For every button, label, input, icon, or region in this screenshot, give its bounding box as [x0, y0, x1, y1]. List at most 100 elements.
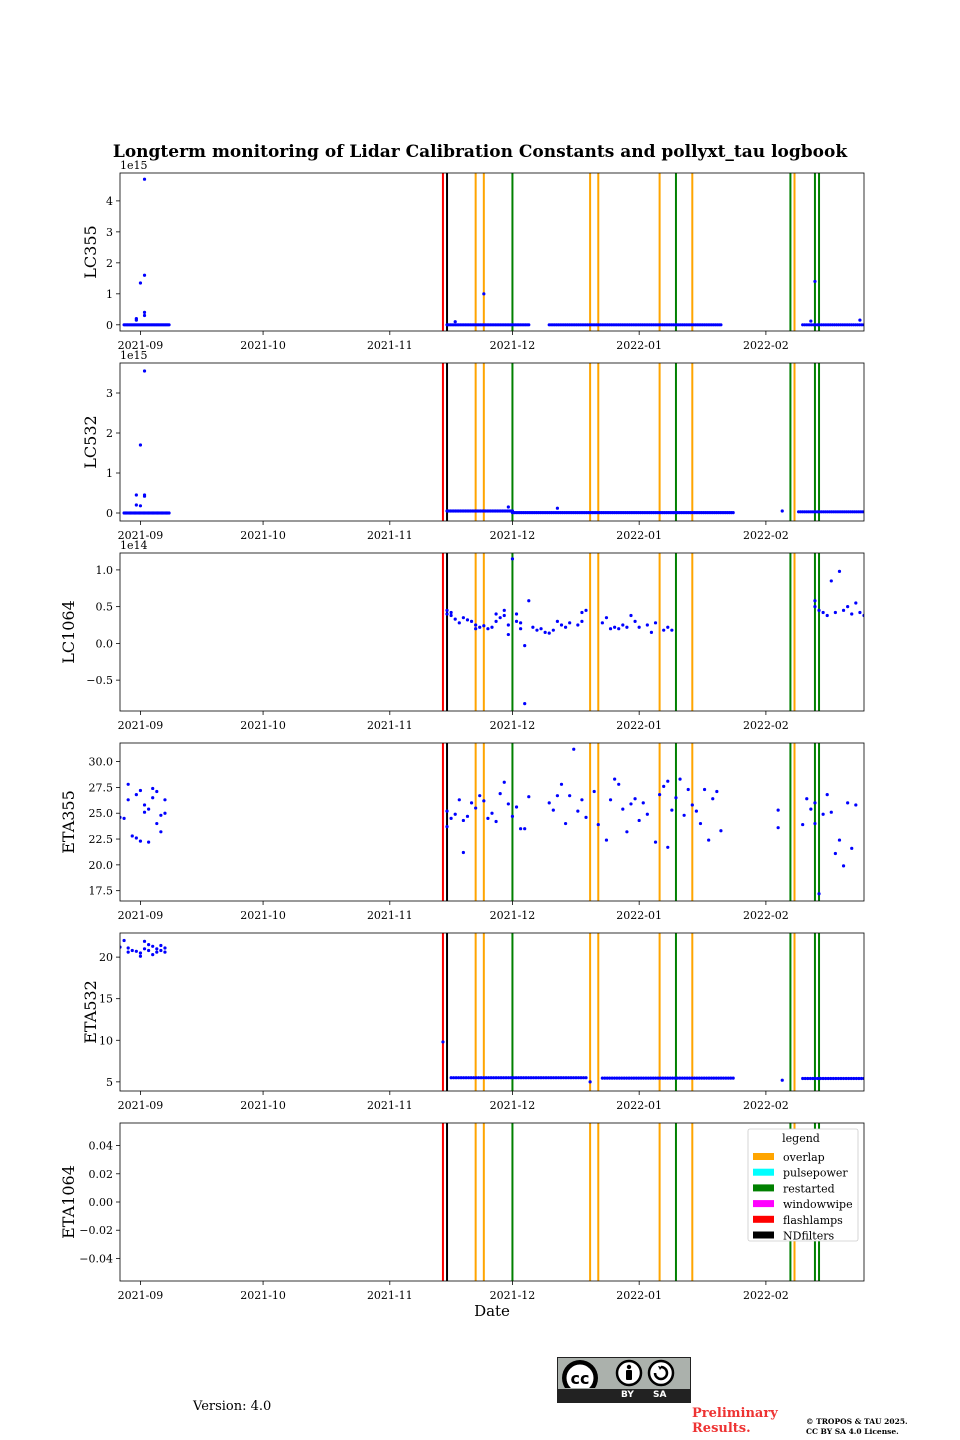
data-point: [670, 808, 674, 812]
data-point: [155, 950, 159, 954]
panel-lc532: 0 1 2 3 2021-09 2021-10 2021-11 2021-12 2022-01 2…: [81, 349, 865, 542]
data-point: [615, 1076, 619, 1080]
data-point: [569, 1076, 573, 1080]
data-point: [494, 819, 498, 824]
data-point: [151, 786, 155, 791]
data-point: [551, 628, 555, 632]
x-tick-label: 2022-01: [616, 909, 662, 922]
y-axis-label: LC355: [81, 225, 100, 278]
data-point: [697, 1076, 701, 1080]
data-point: [649, 1076, 653, 1080]
data-point: [155, 821, 159, 826]
data-point: [498, 616, 502, 620]
data-point: [621, 807, 625, 811]
data-point: [534, 1076, 538, 1080]
data-point: [833, 610, 837, 615]
data-point: [551, 808, 555, 812]
data-point: [776, 826, 780, 830]
x-tick-label: 2022-02: [743, 339, 789, 352]
data-point: [813, 821, 817, 826]
data-point: [138, 954, 143, 958]
data-point: [690, 1076, 694, 1080]
axes-frame: [119, 552, 865, 712]
data-point: [142, 494, 147, 498]
data-point: [510, 814, 515, 818]
x-tick-label: 2022-01: [616, 1099, 662, 1112]
data-point: [472, 1076, 476, 1080]
data-point: [854, 1076, 858, 1081]
data-point: [142, 939, 147, 943]
data-point: [613, 777, 617, 781]
data-point: [685, 1076, 689, 1080]
data-point: [666, 625, 670, 629]
data-point: [159, 948, 163, 953]
legend-swatch-windowwipe: [753, 1200, 774, 1208]
data-point: [658, 1076, 663, 1080]
x-tick-label: 2021-12: [490, 339, 536, 352]
data-point: [523, 643, 527, 648]
data-point: [776, 808, 780, 812]
data-point: [717, 1076, 721, 1080]
legend-entry-windowwipe: windowwipe: [783, 1198, 853, 1211]
data-point: [715, 789, 719, 794]
data-point: [159, 813, 163, 817]
data-point: [817, 608, 821, 612]
data-point: [531, 625, 535, 629]
data-point: [453, 812, 457, 816]
data-point: [821, 610, 825, 615]
data-point: [454, 1076, 458, 1080]
data-point: [612, 1076, 617, 1080]
y-axis-multiplier: 1e14: [120, 539, 148, 552]
data-point: [821, 812, 825, 816]
data-point: [151, 944, 155, 948]
data-point: [155, 789, 159, 794]
y-tick-label: 0.5: [96, 601, 114, 614]
data-point: [506, 632, 510, 637]
y-axis-multiplier: 1e15: [120, 159, 148, 172]
data-point: [653, 840, 658, 844]
data-point: [462, 1076, 466, 1080]
data-point: [666, 779, 670, 783]
y-tick-label: −0.02: [79, 1224, 113, 1237]
data-point: [666, 845, 670, 849]
data-point: [502, 608, 506, 612]
data-point: [702, 1076, 706, 1080]
data-point: [702, 787, 707, 792]
data-point: [155, 947, 159, 951]
data-point: [634, 1076, 638, 1080]
y-tick-label: 15: [99, 993, 113, 1006]
data-point: [654, 1076, 658, 1080]
data-point: [519, 1076, 523, 1080]
data-point: [662, 628, 666, 632]
data-point: [547, 801, 551, 805]
data-point: [809, 807, 813, 811]
data-point: [519, 827, 523, 831]
x-tick-label: 2021-11: [367, 339, 413, 352]
data-point: [826, 1076, 830, 1081]
data-point: [806, 1076, 810, 1081]
x-tick-label: 2021-09: [118, 339, 164, 352]
data-point: [572, 747, 576, 751]
data-point: [813, 279, 817, 284]
data-point: [494, 612, 498, 616]
data-point: [829, 810, 833, 814]
data-point: [846, 605, 850, 609]
legend: legend overlap pulsepower restarted windowwi…: [747, 1128, 859, 1243]
y-axis-label: ETA355: [59, 790, 78, 854]
data-point: [138, 504, 143, 508]
data-point: [514, 1076, 518, 1080]
data-point: [122, 938, 126, 943]
preliminary-line-1: Preliminary: [692, 1406, 778, 1421]
y-tick-label: 1.0: [96, 564, 114, 577]
legend-entry-pulsepower: pulsepower: [783, 1167, 848, 1180]
data-point: [694, 809, 698, 813]
data-point: [498, 792, 502, 796]
data-point: [576, 1076, 581, 1080]
data-point: [453, 617, 457, 621]
x-tick-label: 2022-02: [743, 1289, 789, 1302]
data-point: [620, 1076, 624, 1080]
data-point: [457, 1076, 461, 1080]
data-point: [465, 814, 470, 818]
data-point: [474, 627, 478, 631]
data-point: [724, 1076, 728, 1080]
